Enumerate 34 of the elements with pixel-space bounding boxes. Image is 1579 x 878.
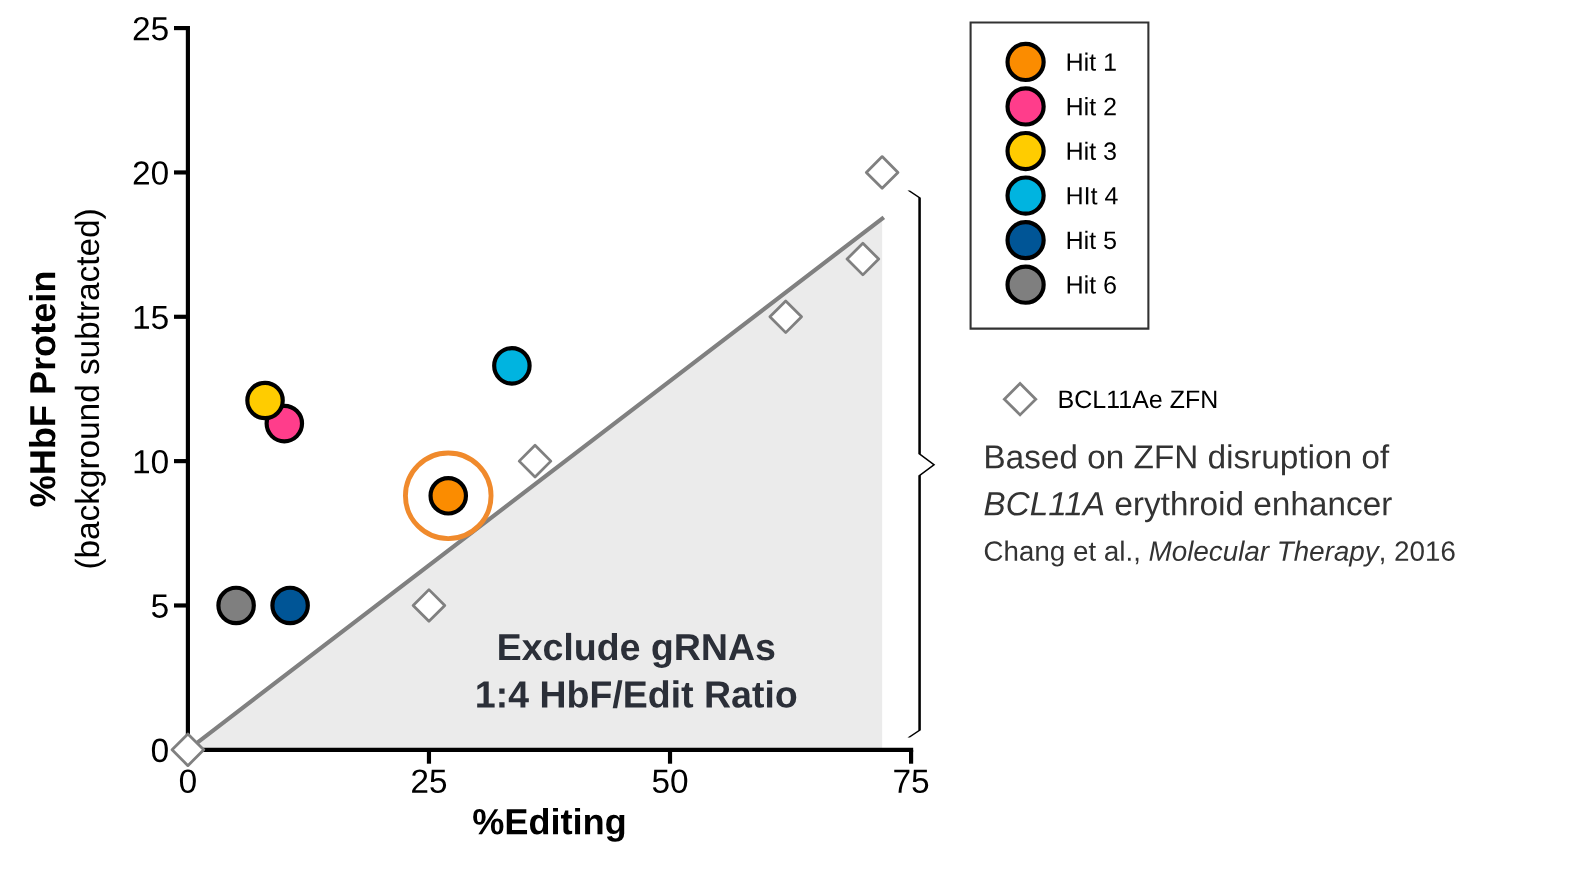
text: Chang et al., — [984, 540, 1139, 567]
text: , 2016 — [1381, 541, 1455, 565]
x-tick-label: 50 — [652, 769, 688, 794]
point — [270, 585, 310, 626]
y-tick-label: 20 — [133, 161, 168, 185]
legend-label: Hit 5 — [1067, 230, 1116, 250]
text: BCL11A — [984, 491, 1104, 516]
y-tick-label: 0 — [151, 738, 168, 763]
annotation: Exclude gRNAs 1:4 HbF/Edit Ratio — [477, 632, 797, 709]
point — [216, 585, 256, 626]
legend-label: Hit 1 — [1067, 52, 1116, 71]
legend-label: BCL11Ae ZFN — [1059, 390, 1217, 409]
y-tick-label: 15 — [134, 305, 168, 330]
point — [492, 346, 532, 386]
y-axis-title: %HbF Protein (background subtracted) — [28, 210, 106, 568]
text: Molecular Therapy — [1149, 540, 1381, 567]
point — [245, 380, 285, 421]
legend-label: HIt 4 — [1067, 187, 1118, 205]
x-tick-label: 25 — [412, 769, 447, 794]
point — [411, 588, 447, 623]
legend-label: Hit 2 — [1067, 97, 1116, 116]
point — [768, 299, 803, 335]
x-tick-label: 0 — [179, 769, 196, 794]
point — [845, 241, 881, 277]
point — [170, 732, 206, 768]
y-tick-label: 25 — [133, 16, 168, 41]
text: Based on ZFN disruption of — [986, 444, 1390, 476]
y-tick-label: 5 — [151, 594, 168, 618]
x-axis-title: %Editing — [473, 807, 625, 842]
text: erythroid enhancer — [1115, 491, 1392, 523]
legend-label: Hit 3 — [1067, 141, 1116, 161]
x-tick-label: 75 — [894, 769, 929, 794]
legend-label: Hit 6 — [1067, 275, 1116, 294]
y-tick-label: 10 — [134, 449, 168, 474]
